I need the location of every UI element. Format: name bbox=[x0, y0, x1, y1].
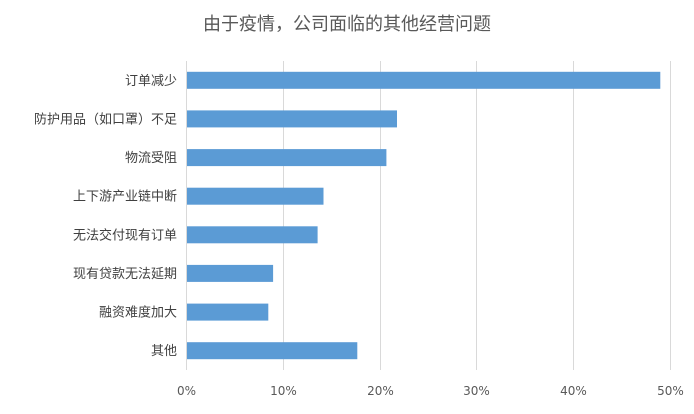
category-label: 物流受阻 bbox=[125, 151, 177, 166]
bar bbox=[187, 264, 274, 282]
x-tick-label: 30% bbox=[463, 384, 490, 398]
bar bbox=[187, 226, 318, 244]
bar bbox=[187, 71, 661, 89]
category-label: 现有贷款无法延期 bbox=[73, 267, 177, 282]
bar bbox=[187, 342, 358, 360]
bar bbox=[187, 187, 324, 205]
bar bbox=[187, 303, 269, 321]
category-label: 上下游产业链中断 bbox=[73, 190, 177, 205]
gridlines bbox=[186, 61, 671, 370]
x-tick-label: 40% bbox=[560, 384, 587, 398]
x-tick-label: 20% bbox=[367, 384, 394, 398]
category-label: 其他 bbox=[151, 344, 177, 359]
bar bbox=[187, 149, 387, 167]
bars bbox=[187, 71, 661, 360]
bar bbox=[187, 110, 397, 128]
x-tick-label: 50% bbox=[657, 384, 684, 398]
category-label: 订单减少 bbox=[125, 74, 177, 89]
chart-title: 由于疫情，公司面临的其他经营问题 bbox=[203, 14, 491, 35]
x-tick-label: 10% bbox=[270, 384, 297, 398]
x-axis-ticks: 0% 10% 20% 30% 40% 50% bbox=[177, 384, 684, 398]
x-tick-label: 0% bbox=[177, 384, 196, 398]
category-label: 防护用品（如口罩）不足 bbox=[34, 111, 177, 127]
category-label: 无法交付现有订单 bbox=[73, 227, 177, 243]
category-label: 融资难度加大 bbox=[99, 305, 177, 321]
category-labels: 订单减少防护用品（如口罩）不足物流受阻上下游产业链中断无法交付现有订单现有贷款无… bbox=[34, 74, 177, 359]
